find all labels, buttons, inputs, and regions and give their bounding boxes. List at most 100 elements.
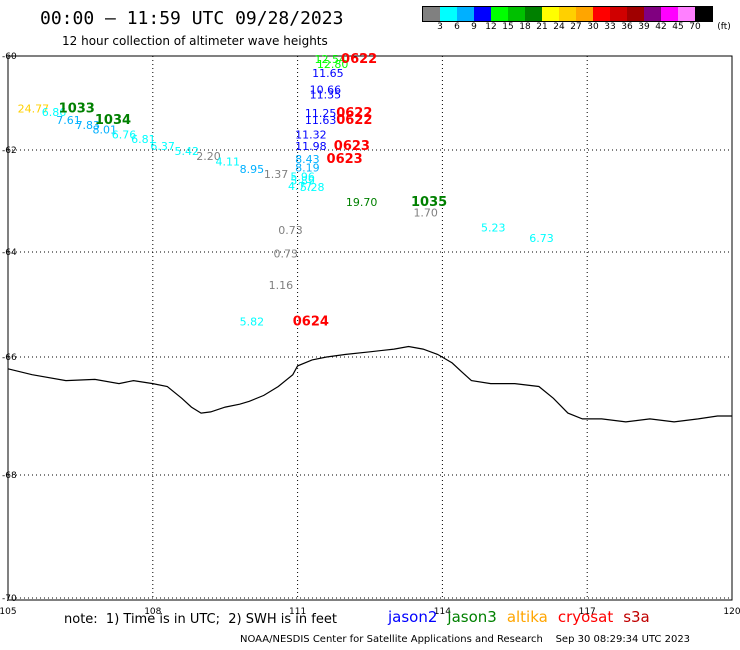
- legend-swatch: [491, 7, 508, 21]
- swh-value-label: 0.73: [273, 247, 298, 260]
- swh-value-label: 4.11: [216, 155, 241, 168]
- swh-value-label: 6.37: [150, 140, 175, 153]
- lat-tick-label: -68: [2, 471, 17, 481]
- legend-swatch: [695, 7, 712, 21]
- legend-swatch: [644, 7, 661, 21]
- page-title: 00:00 – 11:59 UTC 09/28/2023: [40, 8, 344, 29]
- legend-label: 18: [519, 22, 531, 32]
- footer-credit: NOAA/NESDIS Center for Satellite Applica…: [240, 634, 691, 645]
- swh-value-label: 12.54: [314, 53, 346, 66]
- swh-value-label: 12.80: [317, 58, 349, 71]
- mission-label: altika: [506, 608, 548, 626]
- lat-tick-label: -66: [2, 353, 17, 363]
- swh-value-label: 6.81: [131, 133, 156, 146]
- lat-tick-label: -62: [2, 146, 17, 156]
- legend-swatch: [661, 7, 678, 21]
- legend-label: 12: [485, 22, 497, 32]
- legend-label: 24: [553, 22, 565, 32]
- pass-time-label: 1033: [59, 101, 95, 116]
- lat-tick-label: -70: [2, 594, 17, 604]
- swh-value-label: 1.16: [269, 279, 294, 292]
- mission-label: cryosat: [557, 608, 614, 626]
- pass-time-label: 0624: [293, 315, 329, 330]
- legend-label: 6: [454, 22, 460, 32]
- legend-label: 39: [638, 22, 650, 32]
- legend-label: 42: [655, 22, 667, 32]
- legend-swatch: [440, 7, 457, 21]
- mission-label: s3a: [623, 608, 650, 626]
- mission-label: jason3: [447, 608, 497, 626]
- swh-value-label: 11.32: [295, 128, 327, 141]
- legend-labels: 3 6 9 12 15 18 21 24 27 30 33 36 39 42 45 70 (ft): [422, 22, 740, 34]
- swh-value-label: 11.63: [305, 114, 337, 127]
- lon-tick-label: 120: [723, 607, 740, 617]
- pass-time-label: 0622: [336, 113, 372, 128]
- legend-swatch: [542, 7, 559, 21]
- swh-value-label: 24.77: [18, 102, 50, 115]
- lon-tick-label: 105: [0, 607, 17, 617]
- swh-value-label: 19.70: [346, 196, 378, 209]
- swh-value-label: 6.86: [42, 106, 67, 119]
- legend-swatch: [423, 7, 440, 21]
- swh-value-label: 11.35: [310, 88, 342, 101]
- swh-value-label: 8.19: [295, 161, 320, 174]
- legend-swatch: [627, 7, 644, 21]
- swh-value-label: 5.23: [481, 222, 506, 235]
- pass-time-label: 0622: [341, 52, 377, 67]
- swh-value-label: 7.83: [76, 119, 101, 132]
- swh-value-label: 1.37: [264, 168, 289, 181]
- pass-time-label: 0623: [334, 139, 370, 154]
- lon-tick-label: 117: [579, 607, 596, 617]
- page-subtitle: 12 hour collection of altimeter wave hei…: [62, 34, 328, 48]
- swh-value-label: 2.20: [196, 150, 221, 163]
- swh-value-label: 8.95: [240, 163, 265, 176]
- legend-label: 21: [536, 22, 548, 32]
- legend-swatch: [559, 7, 576, 21]
- swh-value-label: 0.73: [278, 224, 303, 237]
- footer-note: note: 1) Time is in UTC; 2) SWH is in fe…: [64, 612, 337, 627]
- legend-label: 36: [621, 22, 633, 32]
- mission-label: jason2: [388, 608, 438, 626]
- legend-label: 9: [471, 22, 477, 32]
- legend-swatch: [525, 7, 542, 21]
- legend-label: 27: [570, 22, 582, 32]
- legend-swatch: [576, 7, 593, 21]
- swh-value-label: 1.70: [413, 206, 438, 219]
- pass-time-label: 0622: [336, 106, 372, 121]
- swh-value-label: 5.28: [300, 181, 325, 194]
- lon-tick-label: 114: [434, 607, 451, 617]
- lon-tick-label: 111: [289, 607, 306, 617]
- legend-swatch: [508, 7, 525, 21]
- swh-value-label: 6.76: [112, 128, 137, 141]
- legend-label: 70: [689, 22, 701, 32]
- swh-value-label: 11.25: [305, 107, 337, 120]
- swh-value-label: 4.77: [288, 180, 313, 193]
- swh-value-label: 8.43: [295, 153, 320, 166]
- swh-value-label: 7.61: [56, 114, 80, 127]
- swh-value-label: 5.96: [290, 171, 315, 184]
- pass-time-label: 1035: [411, 195, 447, 210]
- legend-swatch: [474, 7, 491, 21]
- coastline: [7, 345, 732, 423]
- legend-label: 3: [437, 22, 443, 32]
- lat-tick-label: -64: [2, 248, 17, 258]
- lat-tick-label: -60: [2, 52, 17, 62]
- pass-time-label: 0623: [327, 152, 363, 167]
- legend-label: 45: [672, 22, 684, 32]
- swh-value-label: 6.73: [529, 232, 554, 245]
- legend-swatch: [610, 7, 627, 21]
- legend-swatch: [593, 7, 610, 21]
- swh-value-label: 10.66: [310, 84, 342, 97]
- legend-label: 33: [604, 22, 616, 32]
- legend-swatch: [678, 7, 695, 21]
- legend-swatch: [457, 7, 474, 21]
- legend-label: 30: [587, 22, 599, 32]
- swh-value-label: 11.98: [295, 140, 327, 153]
- lon-tick-label: 108: [144, 607, 161, 617]
- swh-value-label: 11.65: [312, 67, 344, 80]
- swh-value-label: 5.42: [175, 145, 200, 158]
- pass-time-label: 1034: [95, 113, 131, 128]
- mission-legend: jason2 jason3 altika cryosat s3a: [388, 608, 660, 626]
- swh-value-label: 8.01: [92, 124, 117, 137]
